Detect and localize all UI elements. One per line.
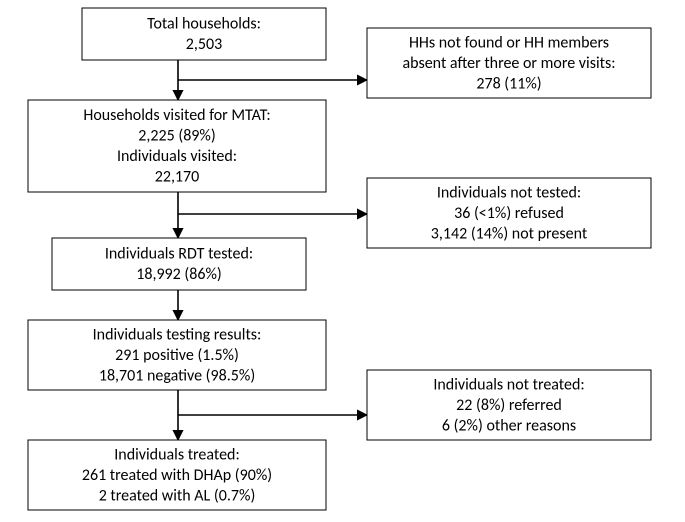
node-s3-line-1: 22 (8%) referred xyxy=(456,396,562,415)
node-s3-line-0: Individuals not treated: xyxy=(433,375,584,394)
node-n3: Individuals RDT tested:18,992 (86%) xyxy=(52,238,306,290)
node-n5-line-0: Individuals treated: xyxy=(114,445,239,464)
node-n5: Individuals treated: 261 treated with DHA… xyxy=(28,440,326,510)
node-n2-line-2: Individuals visited: xyxy=(117,147,237,166)
node-n3-line-1: 18,992 (86%) xyxy=(136,265,222,284)
node-n2-line-3: 22,170 xyxy=(155,168,200,187)
node-n1-line-1: 2,503 xyxy=(186,35,222,54)
node-n3-line-0: Individuals RDT tested: xyxy=(105,245,253,264)
node-n5-line-2: 2 treated with AL (0.7%) xyxy=(99,486,256,505)
node-s3-line-2: 6 (2%) other reasons xyxy=(442,416,576,435)
node-s1-line-0: HHs not found or HH members xyxy=(409,33,609,52)
node-n4-line-2: 18,701 negative (98.5%) xyxy=(99,366,255,385)
node-s2-line-1: 36 (<1%) refused xyxy=(454,204,564,223)
node-n4: Individuals testing results: 291 positive… xyxy=(28,320,326,390)
node-n1: Total households:2,503 xyxy=(82,8,326,60)
node-n2-line-1: 2,225 (89%) xyxy=(138,127,215,146)
node-s1-line-1: absent after three or more visits: xyxy=(402,54,615,73)
node-s1-line-2: 278 (11%) xyxy=(476,74,541,93)
node-n4-line-1: 291 positive (1.5%) xyxy=(115,346,239,365)
node-s1: HHs not found or HH members absent after … xyxy=(367,28,651,98)
node-s2: Individuals not tested: 36 (<1%) refused3… xyxy=(367,178,651,248)
node-n1-line-0: Total households: xyxy=(147,15,261,34)
node-s3: Individuals not treated: 22 (8%) referred… xyxy=(367,370,651,440)
node-n2-line-0: Households visited for MTAT: xyxy=(83,106,270,125)
node-n5-line-1: 261 treated with DHAp (90%) xyxy=(82,466,272,485)
node-s2-line-0: Individuals not tested: xyxy=(437,183,581,202)
node-n2: Households visited for MTAT: 2,225 (89%)I… xyxy=(28,100,326,192)
node-s2-line-2: 3,142 (14%) not present xyxy=(431,224,588,243)
node-n4-line-0: Individuals testing results: xyxy=(93,325,262,344)
